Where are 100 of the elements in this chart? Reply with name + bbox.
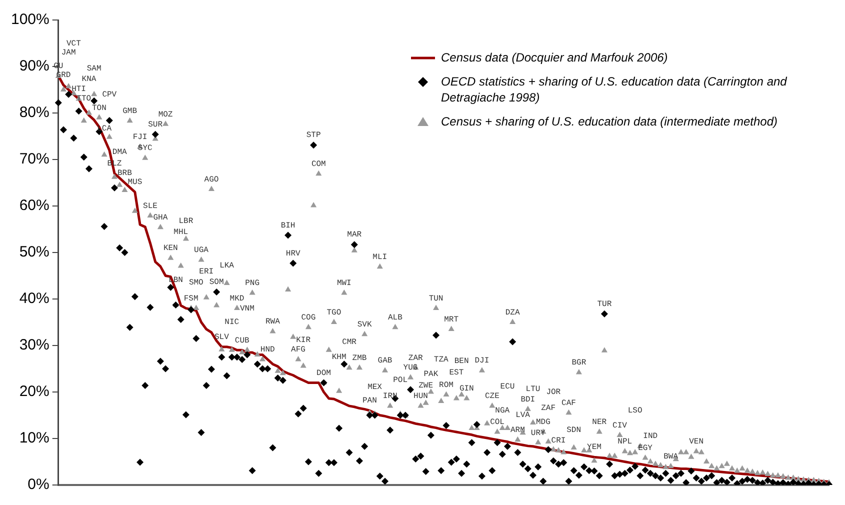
x-tick-label: KNA	[82, 75, 96, 84]
legend-label: Census data (Docquier and Marfouk 2006)	[441, 50, 668, 64]
x-tick-label: DMA	[112, 148, 128, 158]
y-tick-label: 40%	[19, 290, 50, 308]
x-tick-label: FSM	[184, 294, 198, 304]
x-tick-label: GMB	[122, 107, 138, 116]
x-tick-label: JAM	[61, 48, 76, 58]
x-tick-label: UGA	[194, 246, 209, 256]
x-tick-label: DZA	[505, 308, 520, 318]
x-tick-label: SMO	[188, 278, 204, 288]
x-tick-label: TTO	[76, 94, 92, 104]
x-tick-label: SOM	[209, 278, 224, 288]
x-tick-label: KIR	[296, 336, 311, 346]
x-tick-label: CPV	[102, 90, 117, 100]
x-tick-label: TUN	[428, 294, 444, 304]
y-tick-label: 90%	[19, 58, 50, 75]
x-tick-label: VNM	[240, 304, 255, 314]
y-tick-label: 60%	[19, 197, 50, 214]
x-tick-label: MWI	[336, 279, 352, 288]
x-tick-label: ZMB	[352, 354, 367, 363]
x-tick-label: PNG	[245, 279, 260, 288]
x-tick-label: DOM	[316, 368, 332, 378]
x-tick-label: CZE	[484, 392, 500, 402]
x-tick-label: MKD	[230, 294, 244, 304]
x-tick-label: CAF	[562, 399, 576, 408]
x-tick-label: MRT	[444, 315, 459, 324]
x-tick-label: JOR	[546, 388, 561, 397]
y-tick-label: 100%	[10, 11, 50, 28]
x-tick-label: EGY	[638, 444, 653, 454]
x-tick-label: SYC	[138, 144, 153, 154]
x-tick-label: GAB	[378, 356, 392, 366]
y-tick-label: 50%	[19, 244, 50, 261]
x-tick-label: HUN	[414, 392, 428, 402]
x-tick-label: LVA	[516, 411, 530, 420]
x-tick-label: RWA	[266, 318, 280, 327]
x-tick-label: MUS	[128, 178, 142, 188]
x-tick-label: NIC	[224, 318, 240, 327]
x-tick-label: LKA	[220, 261, 234, 270]
x-tick-label: BDI	[520, 395, 536, 404]
x-tick-label: BRB	[118, 168, 132, 178]
x-tick-label: SVK	[357, 320, 372, 330]
legend-label: OECD statistics + sharing of U.S. education data (Carrington and Detragiache 1998)	[441, 74, 788, 104]
x-tick-label: EST	[449, 368, 464, 378]
x-tick-label: MDG	[536, 418, 551, 428]
x-tick-label: MEX	[368, 383, 382, 392]
x-tick-label: ECU	[500, 382, 515, 392]
x-tick-label: BEN	[454, 356, 469, 366]
x-tick-label: TGO	[326, 308, 342, 318]
x-tick-label: CMR	[342, 338, 357, 347]
x-tick-label: IND	[643, 432, 658, 441]
x-tick-label: COM	[311, 160, 326, 170]
x-tick-label: TON	[92, 104, 107, 113]
x-tick-label: ERI	[199, 268, 214, 277]
x-tick-label: MAR	[347, 230, 362, 240]
x-tick-label: NPL	[618, 438, 632, 447]
x-tick-label: TZA	[434, 355, 449, 364]
x-tick-label: LSO	[628, 406, 642, 416]
x-tick-label: CRI	[551, 436, 566, 446]
x-tick-label: ZAR	[408, 354, 424, 363]
x-tick-label: STP	[306, 131, 321, 140]
y-tick-label: 10%	[19, 430, 50, 447]
x-tick-label: SLE	[143, 202, 158, 211]
x-tick-label: LBR	[178, 217, 194, 226]
x-tick-label: SAM	[86, 64, 102, 74]
x-tick-label: NER	[592, 418, 607, 428]
x-tick-label: FJI	[132, 133, 148, 142]
y-tick-label: 70%	[19, 150, 50, 168]
x-tick-label: BIH	[280, 221, 296, 230]
x-tick-label: HTI	[72, 85, 86, 94]
x-tick-label: ZWE	[418, 381, 434, 390]
x-tick-label: MLI	[372, 253, 388, 262]
x-tick-label: AFG	[291, 346, 306, 355]
x-tick-label: CUB	[234, 336, 250, 346]
x-tick-label: LTU	[526, 384, 540, 394]
x-tick-label: URY	[530, 428, 546, 438]
x-tick-label: GRD	[56, 71, 71, 80]
x-tick-label: GIN	[459, 384, 474, 394]
x-tick-label: ROM	[439, 380, 454, 390]
x-tick-label: VCT	[66, 40, 82, 49]
x-tick-label: COG	[301, 313, 316, 322]
x-tick-label: ALB	[388, 313, 403, 322]
x-tick-label: IRN	[382, 392, 398, 402]
x-tick-label: NGA	[495, 406, 510, 416]
y-tick-label: 20%	[19, 383, 50, 400]
x-tick-label: TUR	[597, 300, 612, 310]
x-tick-label: AGO	[204, 175, 219, 184]
x-tick-label: POL	[393, 376, 408, 385]
x-tick-label: YUG	[403, 364, 418, 373]
x-tick-label: ARM	[510, 426, 526, 436]
x-tick-label: BWA	[664, 452, 678, 462]
x-tick-label: VEN	[689, 438, 704, 447]
x-tick-label: KHM	[332, 353, 346, 362]
y-tick-label: 0%	[28, 476, 50, 494]
x-tick-label: MHL	[174, 228, 188, 238]
x-tick-label: SUR	[148, 120, 163, 130]
x-tick-label: DJI	[474, 356, 490, 366]
x-tick-label: COL	[490, 418, 505, 428]
legend-label: Census + sharing of U.S. education data (intermediate method)	[441, 114, 778, 128]
x-tick-label: CIV	[612, 421, 628, 430]
x-tick-label: HND	[260, 346, 276, 355]
